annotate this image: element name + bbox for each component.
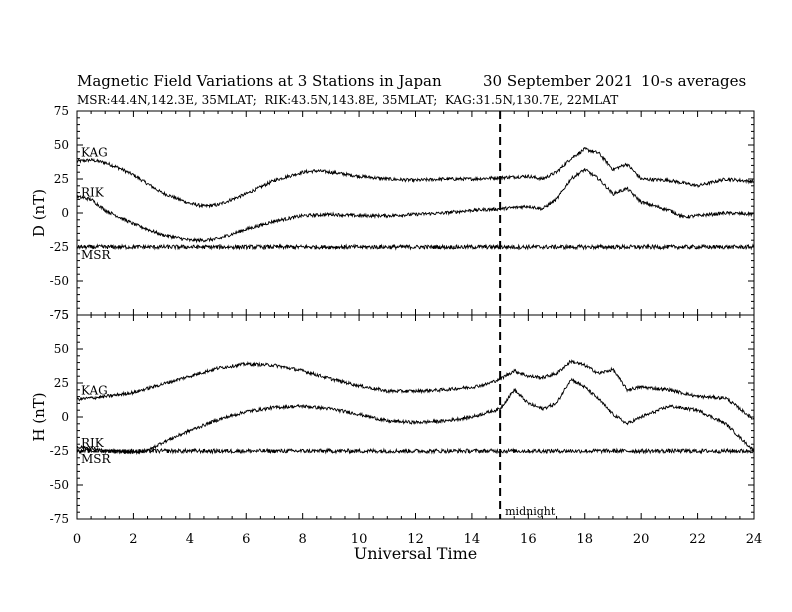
series-label-D-MSR: MSR (81, 248, 112, 262)
series-label-D-KAG: KAG (81, 145, 108, 159)
x-tick-label: 14 (464, 532, 481, 547)
x-tick-label: 4 (186, 532, 194, 547)
chart-date: 30 September 2021 (483, 72, 634, 90)
x-tick-label: 8 (299, 532, 307, 547)
series-line-H-KAG (76, 359, 755, 421)
series-label-H-RIK: RIK (81, 436, 105, 450)
chart-title: Magnetic Field Variations at 3 Stations … (77, 72, 442, 90)
y-tick-label: 50 (54, 342, 69, 356)
midnight-label: midnight (505, 505, 556, 518)
x-tick-label: 18 (576, 532, 593, 547)
series-line-D-RIK (76, 168, 755, 244)
series-line-D-KAG (76, 146, 755, 209)
series-line-H-RIK (76, 377, 755, 455)
x-tick-label: 0 (73, 532, 81, 547)
series-label-H-KAG: KAG (81, 383, 108, 397)
x-tick-label: 24 (746, 532, 763, 547)
y-tick-label: -50 (50, 274, 69, 288)
y-tick-label: -75 (50, 308, 69, 322)
y-axis-label-H: H (nT) (30, 392, 48, 441)
y-axis-label-D: D (nT) (30, 189, 48, 237)
x-tick-label: 20 (633, 532, 650, 547)
y-tick-label: -25 (50, 444, 69, 458)
y-tick-label: 0 (61, 410, 69, 424)
panel-frame-H (76, 314, 755, 520)
y-tick-label: 50 (54, 138, 69, 152)
x-tick-label: 2 (129, 532, 137, 547)
y-tick-label: 0 (61, 206, 69, 220)
x-tick-label: 22 (689, 532, 706, 547)
stations-info: MSR:44.4N,142.3E, 35MLAT; RIK:43.5N,143.… (77, 93, 619, 107)
averaging-label: 10-s averages (641, 72, 747, 90)
y-tick-label: 75 (54, 308, 69, 322)
panel-frame-D (76, 110, 755, 316)
y-tick-label: -25 (50, 240, 69, 254)
x-tick-label: 6 (242, 532, 250, 547)
series-label-D-RIK: RIK (81, 186, 105, 200)
y-tick-label: 75 (54, 104, 69, 118)
series-line-D-MSR (76, 243, 755, 251)
x-tick-label: 16 (520, 532, 537, 547)
y-tick-label: -50 (50, 478, 69, 492)
y-tick-label: -75 (50, 512, 69, 526)
series-label-H-MSR: MSR (81, 452, 112, 466)
y-tick-label: 25 (54, 376, 69, 390)
series-line-H-MSR (76, 447, 755, 455)
x-tick-label: 12 (407, 532, 424, 547)
x-tick-label: 10 (351, 532, 368, 547)
y-tick-label: 25 (54, 172, 69, 186)
x-axis-label: Universal Time (354, 544, 477, 563)
